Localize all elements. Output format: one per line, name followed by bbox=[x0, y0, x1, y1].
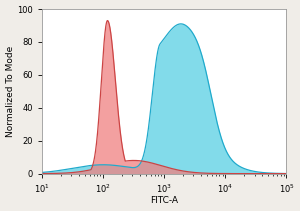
Y-axis label: Normalized To Mode: Normalized To Mode bbox=[6, 46, 15, 137]
X-axis label: FITC-A: FITC-A bbox=[150, 196, 178, 206]
